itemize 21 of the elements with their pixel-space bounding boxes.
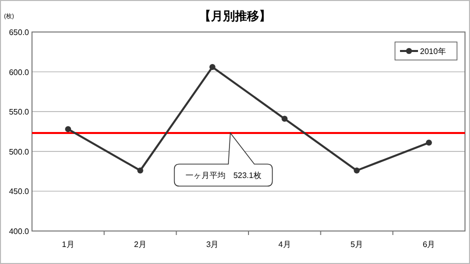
point [354, 168, 360, 174]
legend-label: 2010年 [420, 47, 446, 56]
y-tick-label: 500.0 [8, 147, 30, 156]
y-tick-label: 650.0 [8, 28, 30, 37]
x-tick-label: 5月 [350, 240, 363, 249]
x-tick-label: 1月 [62, 240, 74, 249]
x-tick-label: 4月 [278, 240, 291, 249]
annotation: 一ヶ月平均 523.1枚 [185, 171, 262, 180]
point [65, 126, 72, 132]
y-tick-label: 550.0 [8, 108, 30, 117]
point [282, 116, 288, 122]
y-tick-label: 450.0 [8, 187, 30, 196]
point [137, 168, 144, 174]
point [209, 64, 216, 70]
x-tick-label: 2月 [134, 240, 146, 249]
x-tick-label: 3月 [206, 240, 219, 249]
y-tick-label: 400.0 [8, 227, 30, 236]
y-tick-label: 600.0 [8, 68, 30, 77]
chart-title: 【月別推移】 [199, 9, 271, 23]
point [426, 140, 432, 146]
x-tick-label: 6月 [422, 240, 436, 249]
